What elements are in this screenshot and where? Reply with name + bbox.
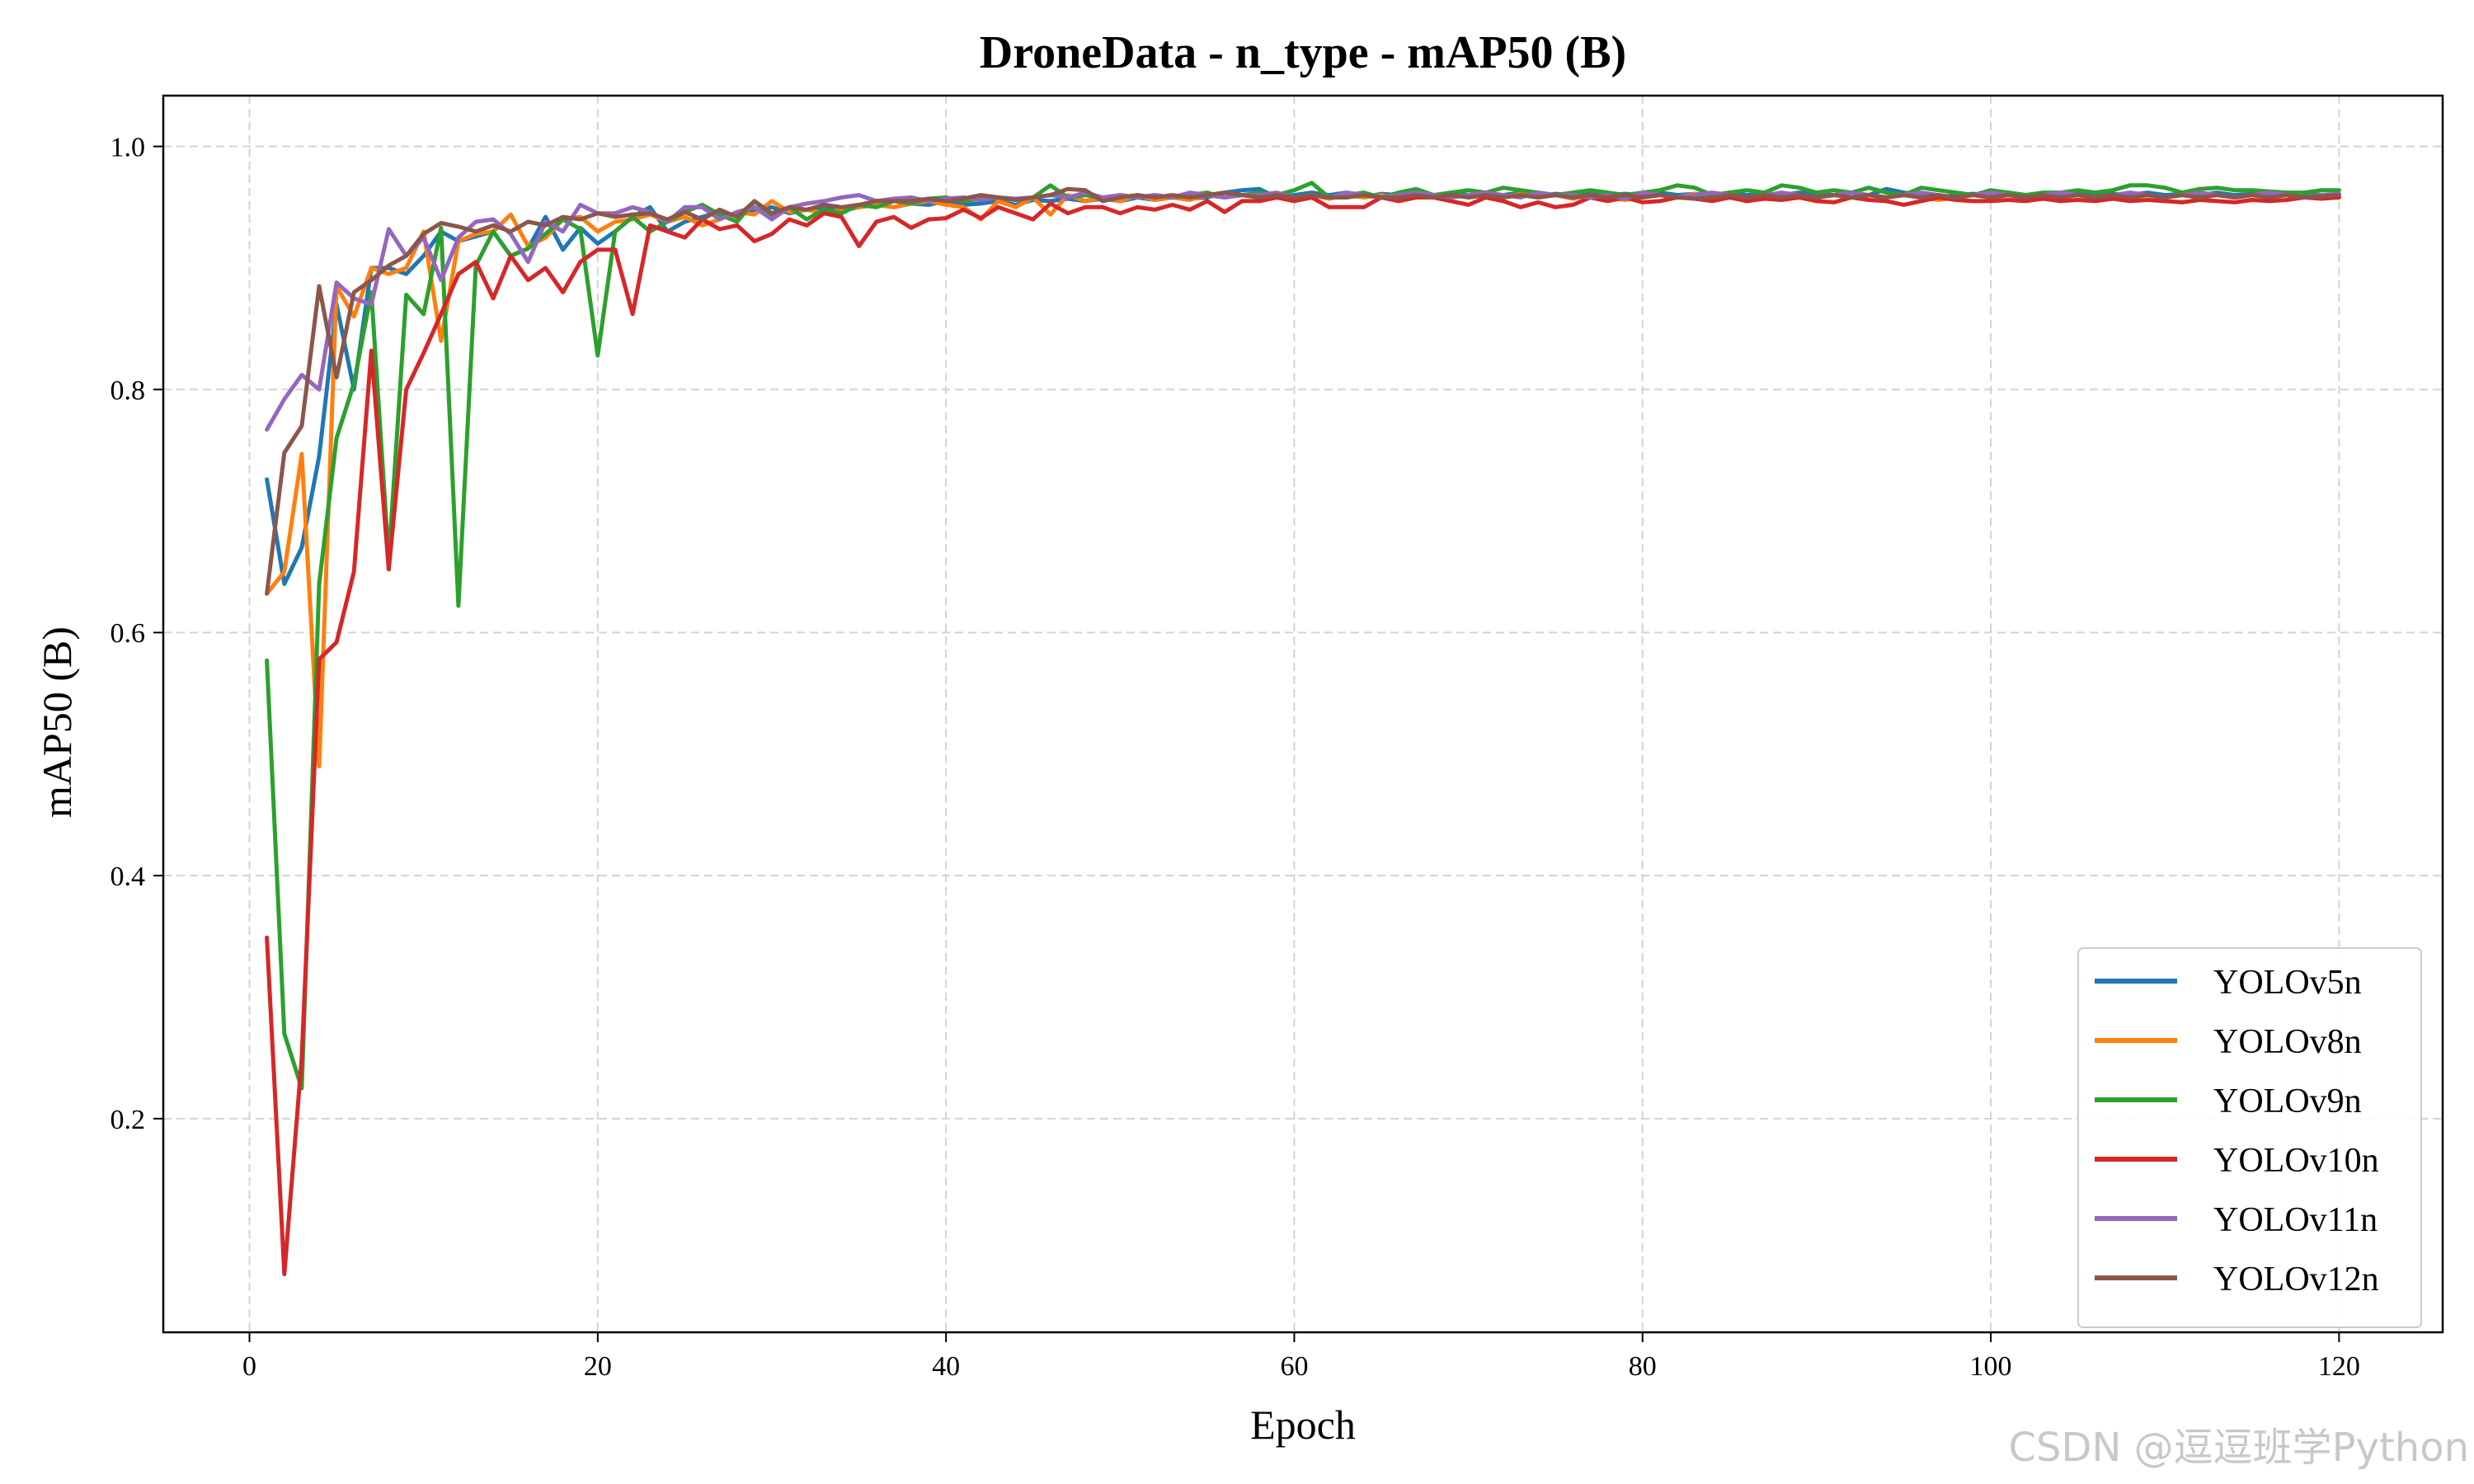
legend-label-yolov8n: YOLOv8n [2213, 1023, 2362, 1061]
x-tick-label: 20 [584, 1351, 612, 1382]
y-tick-label: 1.0 [111, 133, 146, 163]
x-tick-label: 0 [242, 1351, 256, 1382]
series-lines [265, 181, 2341, 1276]
watermark: CSDN @逗逗班学Python [2009, 1425, 2470, 1471]
series-line-yolov12n [265, 186, 2341, 596]
legend-label-yolov9n: YOLOv9n [2213, 1082, 2362, 1120]
x-tick-label: 60 [1280, 1351, 1308, 1382]
y-axis-label: mAP50 (B) [34, 627, 80, 818]
y-tick-label: 0.2 [111, 1105, 146, 1135]
x-tick-label: 120 [2318, 1351, 2360, 1382]
legend-label-yolov12n: YOLOv12n [2213, 1261, 2379, 1298]
legend-label-yolov5n: YOLOv5n [2213, 964, 2362, 1002]
series-line-yolov10n [265, 195, 2341, 1276]
legend-label-yolov10n: YOLOv10n [2213, 1142, 2379, 1180]
x-tick-label: 100 [1970, 1351, 2012, 1382]
y-tick-label: 0.4 [111, 862, 146, 892]
grid-lines [163, 96, 2443, 1332]
x-tick-label: 40 [932, 1351, 960, 1382]
series-line-yolov9n [265, 181, 2341, 1091]
x-tick-label: 80 [1629, 1351, 1657, 1382]
legend-label-yolov11n: YOLOv11n [2213, 1201, 2378, 1239]
y-tick-label: 0.8 [111, 375, 146, 406]
plot-frame [162, 94, 2444, 1334]
chart-title: DroneData - n_type - mAP50 (B) [980, 27, 1626, 78]
y-tick-label: 0.6 [111, 618, 146, 649]
x-axis-label: Epoch [1250, 1402, 1356, 1448]
axis-ticks: 0 20 40 60 80 100 120 0.2 0.4 0.6 0.8 1.0 [111, 133, 2360, 1382]
legend: YOLOv5n YOLOv8n YOLOv9n YOLOv10n YOLOv11n YOL… [2077, 947, 2422, 1328]
